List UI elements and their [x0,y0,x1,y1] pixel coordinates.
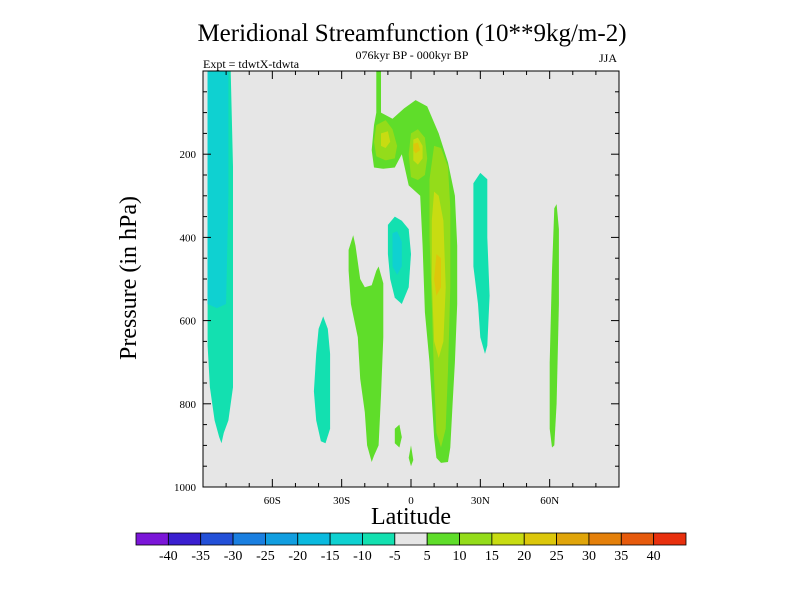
colorbar-label: -10 [353,549,372,564]
contour-fills [207,71,559,467]
contour-region-equatorial-negative-core [392,231,402,275]
colorbar-label: -15 [321,549,340,564]
colorbar-swatch [167,532,202,546]
colorbar: -40 -35 -30 -25 -20 -15 -10 -5 5 10 15 20 25 30 35 40 [135,532,687,564]
y-tick-label: 400 [180,232,197,244]
colorbar-label: 40 [647,549,661,564]
contour-region-southern-green-band [348,235,384,462]
colorbar-label: -40 [159,549,178,564]
y-axis-label: Pressure (in hPa) [116,196,142,360]
contour-region-equatorial-core-20b [434,254,441,296]
colorbar-swatch [329,532,363,546]
x-tick-label: 30N [471,495,490,507]
colorbar-label: -20 [288,549,307,564]
colorbar-label: 30 [582,549,596,564]
chart-subtitle: 076kyr BP - 000kyr BP [356,48,469,62]
axis-ticks: 60S 30S 0 30N 60N 200 400 600 800 1000 [174,71,619,507]
season-label: JJA [599,51,617,65]
contour-region-south-polar-cell-core [207,71,229,309]
colorbar-swatch [588,532,622,546]
contour-region-northern-subtropical-cell [473,172,490,354]
contour-region-northern-midlatitude-band [549,204,559,448]
contour-region-equatorial-plume-15b [381,131,391,148]
colorbar-swatch [362,532,396,546]
colorbar-swatch [620,532,655,546]
x-axis-label: Latitude [371,504,451,530]
experiment-label: Expt = tdwtX-tdwta [203,57,300,71]
x-tick-label: 60S [264,495,281,507]
colorbar-swatch [265,532,299,546]
y-tick-label: 200 [180,149,197,161]
x-tick-label: 60N [540,495,559,507]
colorbar-label: -35 [191,549,210,564]
contour-region-equatorial-small-cell-b [408,445,414,467]
colorbar-swatch [491,532,525,546]
y-tick-label: 800 [180,399,197,411]
colorbar-label: 5 [424,549,431,564]
y-tick-label: 1000 [174,482,197,494]
colorbar-label: -5 [389,549,401,564]
y-tick-label: 600 [180,316,197,328]
contour-region-subtropical-southern-cell [313,316,331,444]
colorbar-swatch [556,532,590,546]
contour-region-equatorial-small-cell [394,424,402,448]
colorbar-label: -30 [224,549,243,564]
colorbar-label: 15 [485,549,499,564]
x-tick-label: 0 [408,495,414,507]
colorbar-swatch [200,532,234,546]
colorbar-swatch [297,532,331,546]
contour-region-equatorial-core-20 [413,142,421,154]
chart-title: Meridional Streamfunction (10**9kg/m-2) [197,20,626,47]
colorbar-label: 35 [614,549,628,564]
colorbar-swatch [394,532,428,546]
colorbar-label: -25 [256,549,275,564]
colorbar-swatch [523,532,557,546]
colorbar-swatch [459,532,493,546]
colorbar-swatch [426,532,460,546]
colorbar-label: 10 [453,549,467,564]
colorbar-label: 25 [550,549,564,564]
colorbar-swatch [653,532,687,546]
colorbar-swatch [232,532,266,546]
colorbar-swatch [135,532,169,546]
colorbar-label: 20 [517,549,531,564]
x-tick-label: 30S [333,495,350,507]
